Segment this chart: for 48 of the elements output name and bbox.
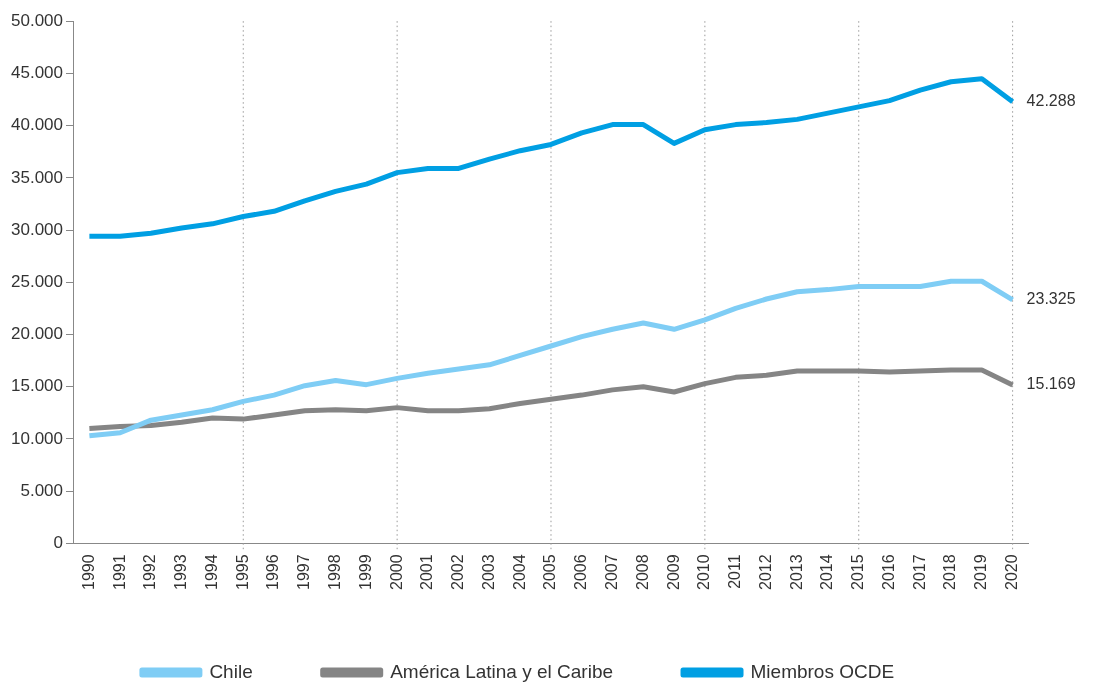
x-tick-label: 2013 [787,554,805,590]
x-tick-label: 2016 [879,554,897,590]
x-tick-label: 2018 [941,554,959,590]
x-tick-label: 1995 [233,554,251,590]
x-tick-label: 1996 [264,554,282,590]
x-tick-label: 2007 [602,554,620,590]
y-tick-label: 20.000 [11,324,63,344]
x-tick-label: 1997 [295,554,313,590]
x-tick-label: 1990 [79,554,97,590]
x-tick-label: 2014 [818,554,836,590]
x-tick-label: 2002 [449,554,467,590]
data-label: 23.325 [1026,290,1076,308]
x-tick-label: 1994 [202,554,220,590]
y-tick-label: 0 [53,533,63,553]
y-tick-label: 25.000 [11,271,63,291]
y-tick-label: 10.000 [11,428,63,448]
legend-label: América Latina y el Caribe [390,660,614,682]
y-tick-label: 40.000 [11,115,63,135]
x-tick-label: 2003 [479,554,497,590]
x-tick-label: 2001 [418,554,436,590]
x-tick-label: 2019 [972,554,990,590]
legend-label: Miembros OCDE [750,660,895,682]
x-tick-label: 2000 [387,554,405,590]
x-tick-label: 2017 [910,554,928,590]
y-tick-label: 15.000 [11,376,63,396]
legend-label: Chile [209,660,253,682]
x-tick-label: 1991 [110,554,128,590]
x-tick-label: 2012 [756,554,774,590]
x-tick-label: 1993 [172,554,190,590]
data-label: 15.169 [1026,375,1076,393]
x-tick-label: 2006 [572,554,590,590]
x-tick-label: 2004 [510,554,528,590]
x-tick-label: 1999 [356,554,374,590]
y-tick-label: 45.000 [11,63,63,83]
x-tick-label: 2010 [695,554,713,590]
y-tick-label: 5.000 [20,480,63,500]
x-tick-label: 2005 [541,554,559,590]
y-tick-label: 35.000 [11,167,63,187]
data-label: 42.288 [1026,92,1076,110]
x-tick-label: 2015 [849,554,867,590]
y-tick-label: 30.000 [11,219,63,239]
y-tick-label: 50.000 [11,10,63,30]
x-tick-label: 1992 [141,554,159,590]
x-tick-label: 1998 [325,554,343,590]
x-tick-label: 2009 [664,554,682,590]
x-tick-label: 2020 [1003,554,1021,590]
x-tick-label: 2008 [633,554,651,590]
x-tick-label: 2011 [726,554,744,589]
